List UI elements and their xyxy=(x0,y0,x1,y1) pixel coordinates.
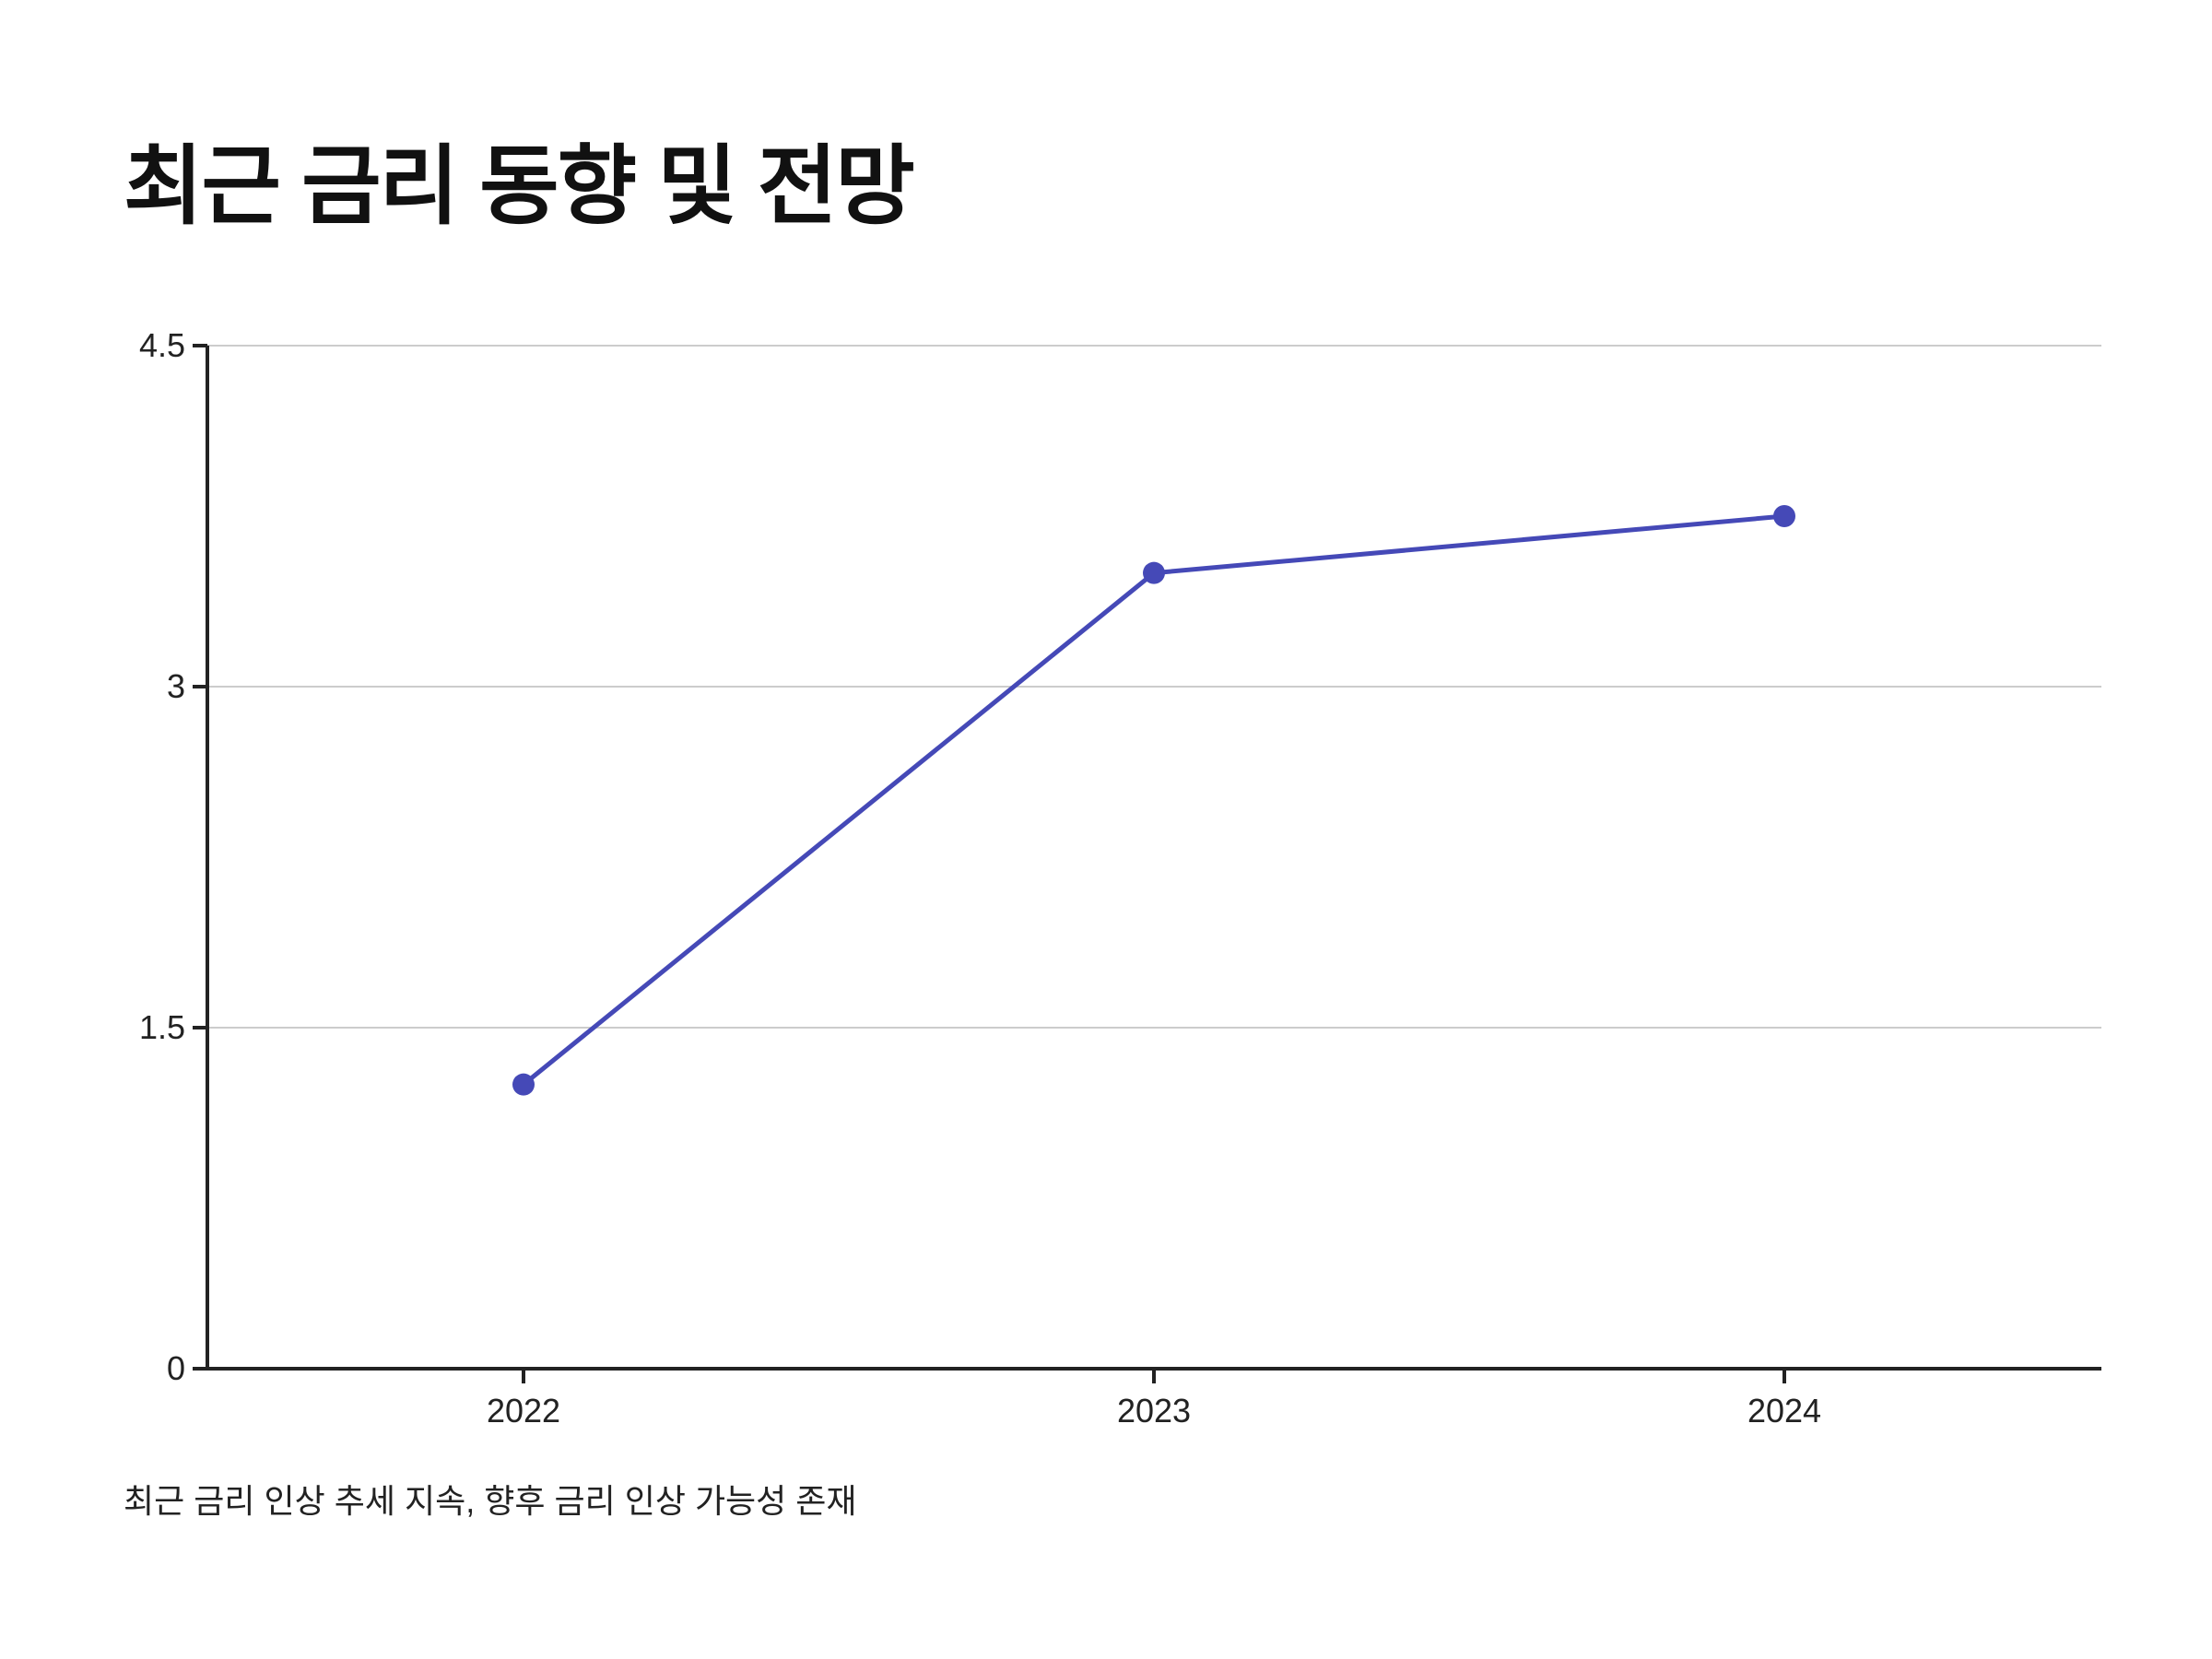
y-tick-label-3: 4.5 xyxy=(139,326,185,364)
x-tick-label-0: 2022 xyxy=(487,1392,560,1430)
series-line-0 xyxy=(521,513,1787,1088)
x-tick-label-1: 2023 xyxy=(1117,1392,1191,1430)
x-tick-label-2: 2024 xyxy=(1747,1392,1821,1430)
chart-title: 최근 금리 동향 및 전망 xyxy=(124,137,915,234)
y-tick-label-2: 3 xyxy=(167,667,185,705)
data-point-2022 xyxy=(512,1073,535,1096)
series-layer xyxy=(512,505,1795,1096)
gridlines xyxy=(207,345,2101,1029)
chart-footnote: 최근 금리 인상 추세 지속, 향후 금리 인상 가능성 존재 xyxy=(124,1482,857,1520)
axes: 0 1.5 3 4.5 2022 2023 2024 xyxy=(139,326,2101,1430)
y-tick-label-1: 1.5 xyxy=(139,1008,185,1046)
data-point-2024 xyxy=(1773,505,1795,527)
y-tick-label-0: 0 xyxy=(167,1349,185,1387)
data-point-2023 xyxy=(1143,561,1165,584)
